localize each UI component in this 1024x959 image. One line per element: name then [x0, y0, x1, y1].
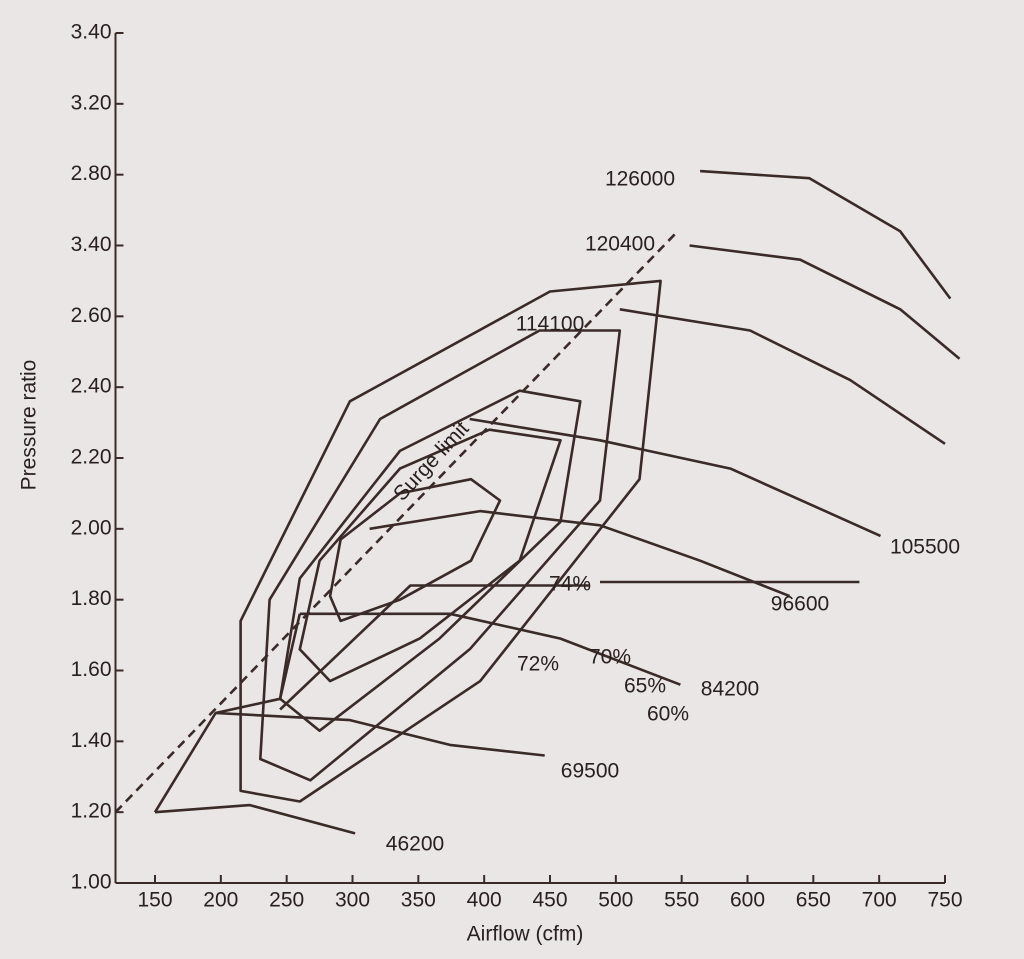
x-tick-label: 400 — [467, 889, 502, 912]
y-tick-label: 3.40 — [71, 21, 112, 44]
efficiency-island — [298, 428, 562, 683]
x-tick-label: 600 — [730, 889, 765, 912]
speed-label: 126000 — [605, 168, 675, 191]
x-tick-label: 550 — [664, 889, 699, 912]
y-tick-label: 2.20 — [71, 446, 112, 469]
x-tick-label: 500 — [598, 889, 633, 912]
y-tick-label: 1.60 — [71, 658, 112, 681]
x-tick-label: 700 — [862, 889, 897, 912]
efficiency-island — [278, 389, 582, 732]
speed-label: 46200 — [386, 833, 444, 856]
x-tick-label: 300 — [335, 889, 370, 912]
x-tick-label: 200 — [203, 889, 238, 912]
y-tick-label: 1.80 — [71, 587, 112, 610]
speed-label: 105500 — [890, 536, 960, 559]
y-tick-label: 3.40 — [71, 233, 112, 256]
efficiency-island — [239, 279, 662, 803]
surge-limit — [114, 230, 679, 814]
y-tick-label: 1.20 — [71, 800, 112, 823]
speed-label: 120400 — [585, 233, 655, 256]
speed-line — [469, 417, 882, 538]
y-tick-label: 2.40 — [71, 375, 112, 398]
speed-line — [154, 803, 356, 835]
y-tick-label: 2.60 — [71, 304, 112, 327]
efficiency-label: 65% — [624, 675, 666, 698]
operating-line — [279, 580, 860, 711]
y-tick-label: 1.00 — [71, 871, 112, 894]
y-tick-label: 1.40 — [71, 729, 112, 752]
speed-line — [700, 169, 952, 300]
y-tick-label: 2.80 — [71, 162, 112, 185]
y-tick-label: 3.20 — [71, 91, 112, 114]
surge-limit-label: Surge limit — [389, 417, 474, 505]
speed-line — [689, 244, 961, 360]
speed-line — [619, 308, 946, 445]
speed-label: 69500 — [561, 760, 619, 783]
speed-label: 84200 — [701, 678, 759, 701]
speed-label: 114100 — [516, 313, 585, 336]
efficiency-label: 60% — [647, 703, 689, 726]
speed-line — [369, 509, 791, 598]
surge-line — [153, 613, 302, 813]
efficiency-label: 74% — [549, 573, 591, 596]
efficiency-island — [259, 329, 622, 782]
efficiency-label: 72% — [517, 653, 559, 676]
x-axis-title: Airflow (cfm) — [467, 923, 584, 946]
x-tick-label: 250 — [269, 889, 304, 912]
y-axis-title: Pressure ratio — [18, 360, 41, 491]
x-tick-label: 650 — [796, 889, 831, 912]
efficiency-island — [328, 477, 502, 623]
x-tick-label: 350 — [401, 889, 436, 912]
y-tick-label: 2.00 — [71, 516, 112, 539]
x-tick-label: 750 — [927, 889, 962, 912]
x-tick-label: 450 — [532, 889, 567, 912]
speed-line — [215, 711, 545, 757]
efficiency-label: 70% — [589, 646, 631, 669]
speed-line — [299, 612, 681, 686]
x-tick-label: 150 — [137, 889, 172, 912]
speed-label: 96600 — [771, 593, 829, 616]
